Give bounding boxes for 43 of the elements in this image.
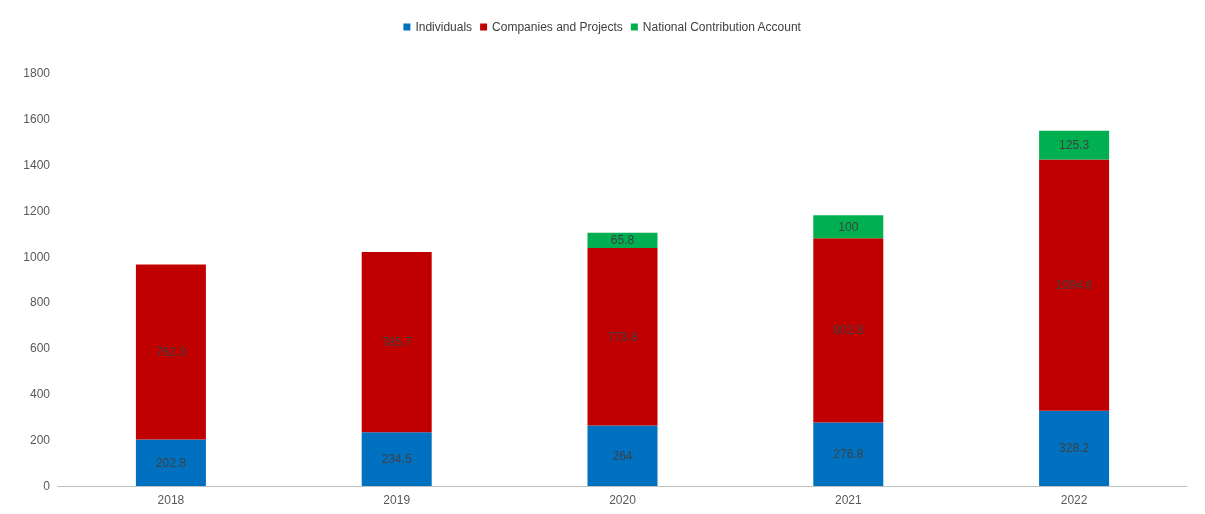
bar: [135, 439, 206, 486]
y-tick-label: 1400: [23, 157, 51, 172]
data-label: 264: [612, 448, 633, 463]
y-tick-label: 800: [29, 295, 51, 310]
bar: [587, 425, 658, 486]
y-tick-label: 0: [43, 479, 51, 493]
y-tick-label: 1200: [23, 203, 51, 218]
bar: [361, 251, 432, 433]
data-label: 100: [838, 219, 859, 234]
bar: [1039, 130, 1110, 160]
x-tick-label: 2020: [609, 493, 637, 507]
bar: [813, 422, 884, 486]
x-tick-label: 2019: [383, 493, 411, 507]
legend-label: National Contribution Account: [642, 20, 802, 34]
bar: [361, 432, 432, 486]
data-label: 276.8: [833, 447, 864, 462]
bar: [135, 264, 206, 440]
legend-label: Companies and Projects: [492, 20, 623, 34]
bar: [587, 247, 658, 426]
bar: [1039, 410, 1110, 486]
y-tick-label: 600: [29, 341, 51, 356]
data-label: 762.3: [155, 345, 187, 360]
data-label: 328.2: [1059, 441, 1090, 456]
data-label: 234.5: [381, 452, 413, 467]
data-label: 802.8: [833, 323, 864, 338]
data-label: 202.8: [155, 455, 187, 470]
y-tick-label: 200: [29, 433, 51, 448]
x-tick-label: 2018: [157, 493, 185, 507]
legend-label: Individuals: [415, 20, 473, 34]
y-tick-label: 1600: [23, 111, 51, 126]
x-tick-label: 2021: [834, 493, 862, 507]
y-tick-label: 1800: [23, 66, 51, 80]
bar: [813, 215, 884, 239]
y-tick-label: 400: [29, 387, 51, 402]
data-label: 785.7: [381, 335, 413, 350]
data-label: 773.8: [607, 329, 638, 344]
bar: [813, 238, 884, 423]
y-tick-label: 1000: [23, 249, 51, 264]
data-label: 125.3: [1059, 138, 1090, 153]
bar: [1039, 159, 1110, 411]
data-label: 1094.6: [1055, 278, 1093, 293]
data-label: 65.8: [610, 233, 635, 248]
x-tick-label: 2022: [1060, 493, 1088, 507]
